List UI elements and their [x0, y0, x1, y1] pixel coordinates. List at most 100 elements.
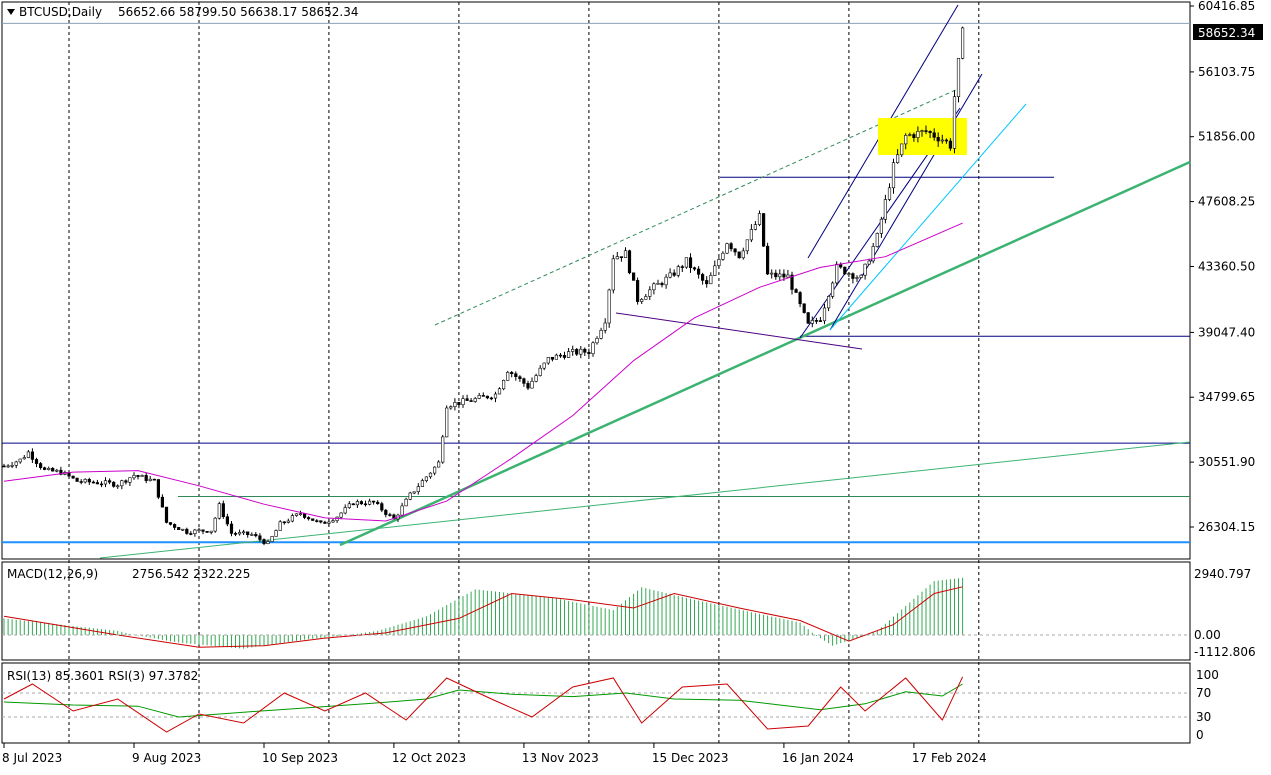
drawing-objects[interactable] [99, 4, 1191, 559]
candle-body [189, 533, 193, 535]
symbol-label: BTCUSD,Daily [19, 5, 102, 19]
candle-body [550, 356, 554, 360]
candle-body [343, 507, 347, 514]
candle-body [156, 479, 161, 498]
candle-body [587, 351, 591, 354]
candle-body [806, 312, 810, 324]
candle-body [664, 276, 668, 286]
green-trendline-minor[interactable] [99, 441, 1191, 559]
candle-body [603, 322, 607, 331]
candle-body [221, 503, 225, 518]
candle-body [623, 250, 628, 258]
candle-body [185, 528, 189, 534]
macd-title: MACD(12,26,9) [7, 567, 98, 581]
candle-body [522, 378, 526, 384]
rsi-panel-frame [1, 662, 1191, 744]
candle-body [132, 475, 136, 479]
candle-body [843, 266, 847, 275]
candle-body [209, 530, 213, 533]
candle-body [611, 258, 615, 291]
candle-body [412, 491, 416, 494]
candle-body [802, 303, 806, 313]
candle-body [798, 292, 802, 305]
candle-body [95, 482, 99, 485]
candle-body [315, 520, 319, 522]
candle-body [469, 400, 473, 402]
candle-body [242, 531, 246, 534]
ohlc-label: 56652.66 58799.50 56638.17 58652.34 [118, 5, 358, 19]
candle-body [51, 467, 55, 472]
rsi-13-line [3, 683, 963, 718]
candle-body [599, 329, 603, 339]
candle-body [778, 273, 782, 278]
candle-body [733, 248, 737, 253]
candle-body [920, 130, 924, 132]
candle-body [384, 509, 388, 515]
candle-body [481, 395, 485, 397]
green-trendline-major[interactable] [339, 160, 1191, 547]
candle-body [542, 362, 546, 369]
candle-body [822, 307, 827, 322]
candle-body [794, 289, 798, 293]
candle-body [851, 273, 855, 279]
candle-body [233, 533, 238, 535]
candle-body [960, 27, 965, 59]
macd-axis[interactable]: 2940.797 0.00 -1112.806 [1194, 567, 1256, 659]
candle-body [818, 320, 822, 322]
candle-body [160, 496, 165, 508]
candle-body [108, 480, 112, 483]
candle-body [400, 505, 404, 516]
candle-body [952, 96, 957, 149]
candle-body [262, 539, 266, 544]
candle-body [213, 517, 217, 532]
rsi-axis[interactable]: 100 70 30 0 [1196, 668, 1219, 742]
candle-body [116, 485, 120, 488]
dashed-upper-trendline[interactable] [434, 87, 961, 326]
candle-body [99, 483, 104, 486]
candle-body [692, 267, 697, 270]
candle-body [619, 256, 623, 259]
candle-body [700, 274, 705, 281]
candle-body [87, 478, 91, 483]
candle-body [526, 383, 530, 389]
rsi-tick-label: 100 [1196, 668, 1219, 682]
price-tick-label: 34799.65 [1198, 390, 1255, 404]
candle-body [729, 243, 733, 250]
candle-body [79, 481, 83, 483]
macd-tick-label: 2940.797 [1194, 567, 1251, 581]
candle-body [286, 520, 290, 523]
candle-body [554, 354, 558, 360]
candle-body [506, 372, 510, 381]
time-axis[interactable]: 8 Jul 2023 9 Aug 2023 10 Sep 2023 12 Oct 20… [2, 743, 987, 765]
candle-body [465, 398, 469, 401]
rsi-tick-label: 30 [1196, 710, 1211, 724]
time-tick-label: 10 Sep 2023 [262, 751, 338, 765]
channel-middle-line[interactable] [829, 73, 983, 331]
candle-body [217, 503, 221, 519]
candle-body [891, 162, 896, 189]
triangle-down-icon[interactable] [7, 9, 15, 15]
rsi-tick-label: 70 [1196, 686, 1211, 700]
candle-body [928, 131, 932, 133]
candle-body [250, 534, 254, 536]
candle-body [956, 57, 961, 98]
candle-body [173, 524, 177, 528]
candle-body [538, 367, 542, 376]
candle-body [436, 461, 441, 468]
candle-body [282, 521, 286, 524]
candle-body [424, 476, 429, 481]
time-tick-label: 13 Nov 2023 [522, 751, 599, 765]
candle-body [810, 320, 814, 324]
purple-support-line[interactable] [615, 312, 863, 350]
candle-body [181, 528, 185, 531]
candle-body [579, 348, 583, 355]
rsi-tick-label: 0 [1196, 728, 1204, 742]
macd-tick-label: -1112.806 [1194, 645, 1256, 659]
candle-body [583, 348, 587, 353]
price-axis[interactable]: 60416.85 56103.75 51856.00 47608.25 43360.50… [1190, 0, 1255, 534]
light-blue-trendline[interactable] [829, 103, 1027, 331]
candle-body [916, 131, 920, 138]
candle-body [656, 282, 660, 285]
